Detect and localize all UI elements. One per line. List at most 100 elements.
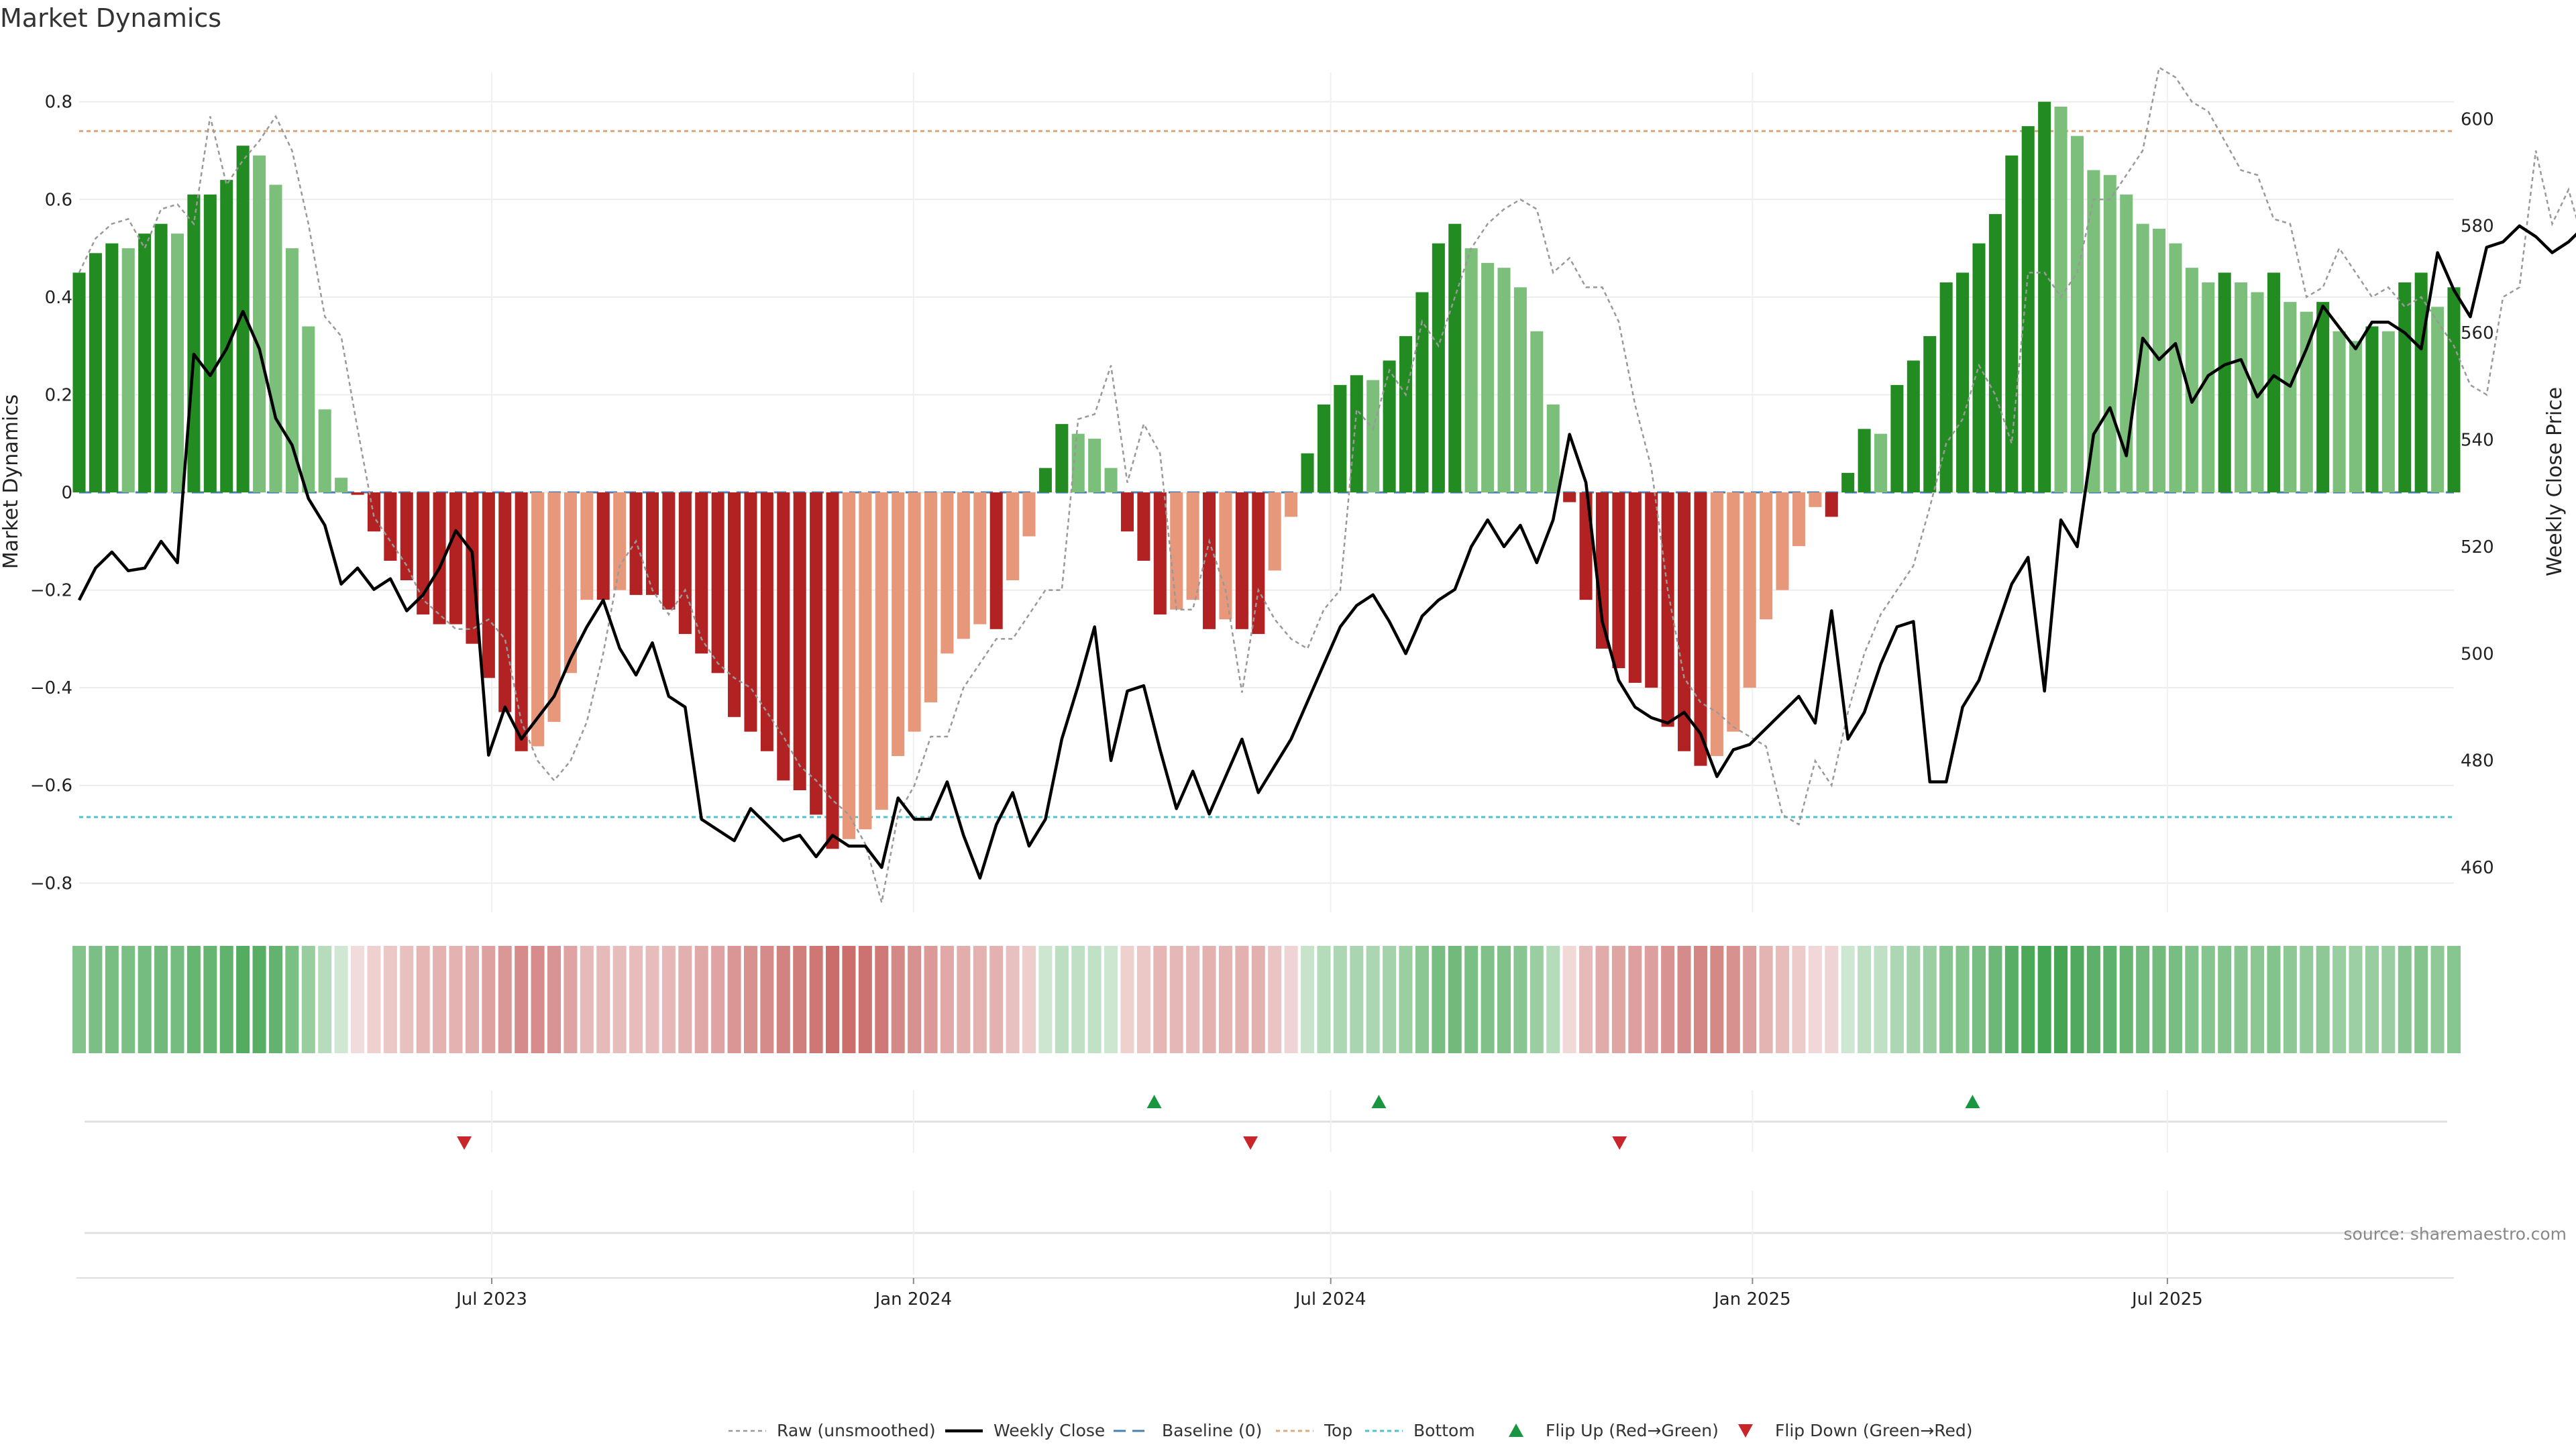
strip-cell	[449, 946, 463, 1053]
dynamics-bar	[941, 492, 954, 654]
dynamics-bar	[1038, 468, 1052, 492]
dynamics-bar	[1301, 453, 1314, 492]
dynamics-bar	[2070, 136, 2084, 492]
y2-tick-label: 460	[2461, 858, 2494, 878]
dynamics-bar	[957, 492, 970, 639]
dynamics-bar	[1678, 492, 1691, 751]
strip-cell	[1022, 946, 1036, 1053]
dynamics-bar	[1563, 492, 1576, 502]
strip-cell	[1169, 946, 1183, 1053]
strip-cell	[793, 946, 807, 1053]
strip-cell	[1579, 946, 1593, 1053]
strip-cell	[1218, 946, 1232, 1053]
flip-up-marker	[1371, 1095, 1387, 1108]
dynamics-bar	[2251, 292, 2264, 492]
dynamics-bar	[1923, 336, 1937, 492]
strip-cell	[186, 946, 201, 1053]
dynamics-bar	[793, 492, 806, 791]
strip-cell	[105, 946, 119, 1053]
dynamics-bar	[760, 492, 773, 751]
legend-label: Raw (unsmoothed)	[777, 1421, 936, 1440]
dynamics-bar	[1104, 468, 1118, 492]
y-tick-label: −0.8	[30, 873, 72, 894]
y-tick-label: 0.8	[45, 93, 72, 113]
x-tick-label: Jan 2025	[1713, 1289, 1791, 1309]
dynamics-bar	[515, 492, 528, 751]
dynamics-bar	[1809, 492, 1822, 507]
strip-cell	[1972, 946, 1986, 1053]
y-axis-label: Market Dynamics	[0, 394, 23, 570]
strip-cell	[1628, 946, 1642, 1053]
strip-cell	[678, 946, 692, 1053]
dynamics-bar	[1481, 262, 1495, 492]
strip-cell	[612, 946, 627, 1053]
dynamics-bar	[89, 253, 102, 492]
strip-cell	[1350, 946, 1364, 1053]
strip-cell	[1513, 946, 1527, 1053]
strip-cell	[1071, 946, 1085, 1053]
flip-down-marker	[1612, 1136, 1627, 1150]
y-axis-ticks: −0.8 −0.6 −0.4 −0.2 0 0.2 0.4 0.6 0.8	[30, 93, 72, 894]
legend-label: Bottom	[1413, 1421, 1475, 1440]
strip-cell	[989, 946, 1004, 1053]
strip-cell	[301, 946, 315, 1053]
dynamics-bar	[1252, 492, 1265, 635]
dynamics-bar	[1972, 243, 1986, 492]
dynamics-bar	[973, 492, 987, 625]
flip-down-marker	[457, 1136, 472, 1150]
strip-cell	[1759, 946, 1773, 1053]
strip-cell	[875, 946, 889, 1053]
dynamics-bar	[1874, 433, 1888, 492]
dynamics-bar	[1203, 492, 1216, 629]
strip-cell	[1546, 946, 1560, 1053]
strip-cell	[1301, 946, 1315, 1053]
dynamics-bar	[2267, 272, 2280, 492]
dynamics-bar	[170, 233, 184, 492]
dynamics-bar	[1497, 268, 1511, 492]
strip-cell	[2037, 946, 2051, 1053]
strip-cell	[1611, 946, 1625, 1053]
dynamics-bar	[924, 492, 938, 702]
legend-item: Flip Down (Green→Red)	[1738, 1421, 1973, 1440]
legend-label: Flip Down (Green→Red)	[1775, 1421, 1973, 1440]
dynamics-bar	[1956, 272, 1970, 492]
strip-cell	[121, 946, 136, 1053]
strip-cell	[400, 946, 414, 1053]
flip-signals-panel	[85, 1090, 2447, 1275]
dynamics-bar	[1612, 492, 1625, 669]
strip-cell	[809, 946, 823, 1053]
strip-cell	[1432, 946, 1446, 1053]
dynamics-bar	[1825, 492, 1838, 517]
dynamics-bar	[2365, 326, 2379, 492]
legend-item: Baseline (0)	[1114, 1421, 1262, 1440]
strip-cell	[924, 946, 938, 1053]
y2-tick-label: 500	[2461, 644, 2494, 664]
dynamics-bar	[2349, 341, 2363, 492]
dynamics-bar	[1219, 492, 1232, 620]
dynamics-bar	[1595, 492, 1609, 649]
dynamics-bar	[1727, 492, 1740, 732]
strip-cell	[2004, 946, 2019, 1053]
dynamics-bar	[351, 492, 364, 495]
strip-cell	[1186, 946, 1200, 1053]
dynamics-bar	[531, 492, 545, 747]
y2-tick-label: 540	[2461, 431, 2494, 451]
strip-cell	[1644, 946, 1658, 1053]
dynamics-bar	[236, 146, 250, 493]
dynamics-bar	[678, 492, 692, 635]
strip-cell	[1038, 946, 1053, 1053]
strip-cell	[2381, 946, 2396, 1053]
strip-cell	[1415, 946, 1429, 1053]
dynamics-bar	[367, 492, 380, 532]
dynamics-bar	[1710, 492, 1723, 757]
source-note: source: sharemaestro.com	[2344, 1224, 2567, 1244]
dynamics-bar	[875, 492, 888, 810]
strip-cell	[1120, 946, 1134, 1053]
dynamics-bar	[1366, 380, 1380, 492]
dynamics-bar	[72, 272, 86, 492]
dynamics-bar	[826, 492, 839, 849]
y2-tick-label: 480	[2461, 751, 2494, 771]
strip-cell	[154, 946, 168, 1053]
dynamics-bar	[2021, 126, 2035, 492]
x-tick-label: Jan 2024	[874, 1289, 953, 1309]
